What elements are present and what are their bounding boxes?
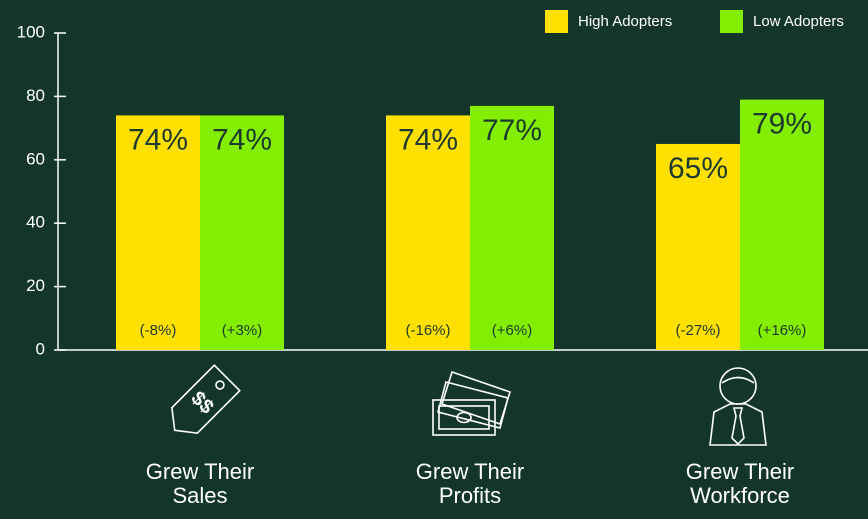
tag-icon: $$ [171,364,241,434]
legend-swatch [720,10,743,33]
value-label: 77% [482,114,542,147]
bar [200,115,284,350]
y-tick-label: 20 [26,276,45,295]
legend-swatch [545,10,568,33]
y-tick-label: 100 [17,22,45,41]
money-icon [432,370,511,436]
bar-annotation: (+16%) [758,322,807,339]
bar [116,115,200,350]
value-label: 74% [398,123,458,156]
legend-label: Low Adopters [753,13,844,30]
category-label: Grew Their Workforce [685,459,795,508]
bar [470,105,554,350]
svg-text:$$: $$ [186,387,217,418]
y-tick-label: 40 [26,213,45,232]
bar [656,143,740,350]
bar-annotation: (+6%) [492,322,532,339]
category-label: Grew Their Profits [415,459,525,508]
value-label: 74% [212,123,272,156]
value-label: 65% [668,152,728,185]
person-icon [709,367,767,446]
y-tick-label: 60 [26,149,45,168]
legend-label: High Adopters [578,13,672,30]
value-label: 79% [752,107,812,140]
bar-annotation: (+3%) [222,322,262,339]
bar-annotation: (-27%) [675,322,720,339]
icons: $$ [171,364,767,446]
y-tick-label: 80 [26,86,45,105]
bar [386,115,470,350]
bar [740,99,824,350]
y-tick-label: 0 [36,339,45,358]
value-label: 74% [128,123,188,156]
category-label: Grew Their Sales [145,459,255,508]
bar-annotation: (-16%) [405,322,450,339]
bar-annotation: (-8%) [140,322,177,339]
